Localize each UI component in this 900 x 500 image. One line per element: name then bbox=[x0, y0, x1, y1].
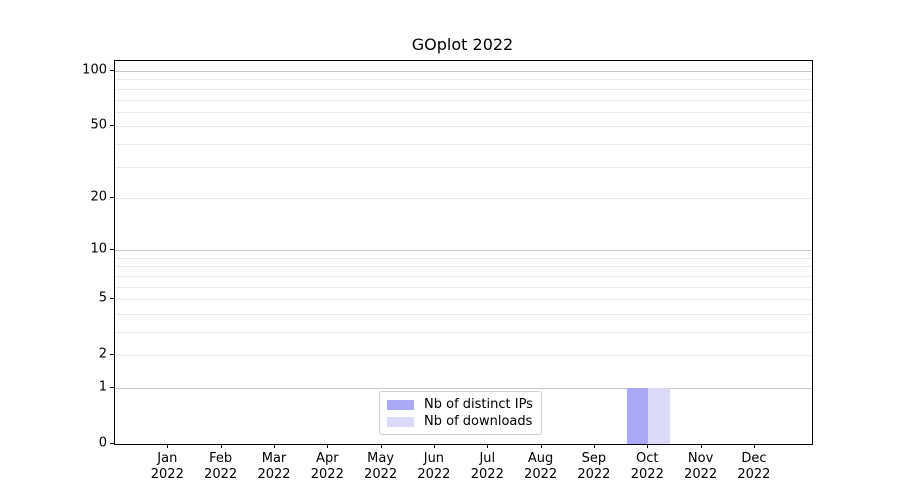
x-axis-tick-label: Jul 2022 bbox=[455, 451, 519, 483]
x-tick-label-year: 2022 bbox=[737, 467, 771, 482]
y-axis-tick-label: 0 bbox=[98, 435, 107, 451]
x-tick-label-year: 2022 bbox=[204, 467, 238, 482]
y-tick bbox=[110, 125, 114, 127]
x-axis-tick-label: Apr 2022 bbox=[295, 451, 359, 483]
x-tick-label-month: Aug bbox=[527, 451, 554, 466]
x-tick-label-month: Oct bbox=[636, 451, 659, 466]
x-tick bbox=[433, 444, 435, 448]
y-tick bbox=[110, 249, 114, 251]
y-axis-tick-label: 2 bbox=[98, 346, 107, 362]
y-gridline-minor bbox=[115, 355, 812, 357]
y-gridline-minor bbox=[115, 332, 812, 333]
legend-swatch-distinct-ips bbox=[387, 399, 414, 410]
y-gridline-minor bbox=[115, 197, 812, 199]
y-gridline-minor bbox=[115, 313, 812, 315]
y-axis-tick-label: 20 bbox=[90, 189, 107, 205]
y-axis-tick-label: 1 bbox=[98, 379, 107, 395]
x-tick-label-year: 2022 bbox=[257, 467, 291, 482]
x-tick bbox=[220, 444, 222, 448]
y-axis-tick-label: 10 bbox=[90, 241, 107, 257]
y-gridline-minor bbox=[115, 286, 812, 288]
x-tick bbox=[167, 444, 169, 448]
x-tick bbox=[647, 444, 649, 448]
x-axis-tick-label: Feb 2022 bbox=[189, 451, 253, 483]
legend: Nb of distinct IPs Nb of downloads bbox=[379, 391, 542, 435]
y-gridline-minor bbox=[115, 257, 812, 259]
x-axis-tick-label: Sep 2022 bbox=[562, 451, 626, 483]
y-tick bbox=[110, 354, 114, 356]
x-tick-label-month: Feb bbox=[209, 451, 233, 466]
x-tick-label-month: Jul bbox=[479, 451, 496, 466]
x-tick-label-year: 2022 bbox=[364, 467, 398, 482]
x-tick-label-year: 2022 bbox=[310, 467, 344, 482]
x-tick-label-year: 2022 bbox=[524, 467, 558, 482]
x-tick-label-month: Dec bbox=[741, 451, 767, 466]
legend-swatch-downloads bbox=[387, 416, 414, 427]
x-tick-label-year: 2022 bbox=[150, 467, 184, 482]
x-tick-label-year: 2022 bbox=[470, 467, 504, 482]
x-axis-tick-label: Oct 2022 bbox=[615, 451, 679, 483]
x-tick bbox=[274, 444, 275, 448]
x-tick bbox=[593, 444, 595, 448]
x-tick-label-month: Mar bbox=[261, 451, 287, 466]
x-axis-tick-label: Dec 2022 bbox=[722, 451, 786, 483]
x-tick bbox=[540, 444, 542, 448]
y-axis-tick-label: 5 bbox=[98, 290, 107, 306]
x-tick bbox=[700, 444, 702, 448]
x-axis-tick-label: Jun 2022 bbox=[402, 451, 466, 483]
x-tick-label-month: Sep bbox=[581, 451, 607, 466]
bar bbox=[648, 388, 670, 444]
x-tick-label-month: Jun bbox=[423, 451, 445, 466]
x-tick bbox=[487, 444, 489, 448]
y-gridline-minor bbox=[115, 275, 812, 277]
y-gridline-minor bbox=[115, 299, 812, 301]
legend-label-downloads: Nb of downloads bbox=[424, 414, 533, 429]
x-tick-label-year: 2022 bbox=[577, 467, 611, 482]
y-tick bbox=[110, 70, 114, 71]
x-axis-tick-label: Jan 2022 bbox=[135, 451, 199, 483]
x-tick bbox=[753, 444, 755, 448]
y-tick bbox=[110, 298, 114, 300]
y-gridline-major bbox=[115, 71, 812, 72]
y-gridline-minor bbox=[115, 88, 812, 90]
y-gridline-major bbox=[115, 250, 812, 252]
y-gridline-minor bbox=[115, 143, 812, 145]
x-tick bbox=[327, 444, 329, 448]
y-axis-tick-label: 50 bbox=[90, 117, 107, 133]
x-tick-label-month: Jan bbox=[157, 451, 178, 466]
x-tick bbox=[380, 444, 382, 448]
legend-item-downloads: Nb of downloads bbox=[387, 413, 533, 430]
x-tick-label-year: 2022 bbox=[684, 467, 718, 482]
y-tick bbox=[110, 196, 114, 198]
legend-item-distinct-ips: Nb of distinct IPs bbox=[387, 396, 533, 413]
y-axis-tick-label: 100 bbox=[82, 62, 107, 78]
y-gridline-minor bbox=[115, 79, 812, 81]
y-gridline-major bbox=[115, 388, 812, 389]
x-axis-tick-label: Nov 2022 bbox=[669, 451, 733, 483]
bar bbox=[626, 388, 649, 444]
x-tick-label-month: Apr bbox=[316, 451, 339, 466]
x-tick-label-month: May bbox=[367, 451, 395, 466]
legend-label-distinct-ips: Nb of distinct IPs bbox=[424, 397, 533, 412]
x-axis-tick-label: May 2022 bbox=[349, 451, 413, 483]
y-gridline-minor bbox=[115, 166, 812, 168]
y-tick bbox=[110, 387, 114, 388]
y-tick bbox=[110, 443, 114, 444]
y-gridline-minor bbox=[115, 126, 812, 128]
x-tick-label-year: 2022 bbox=[630, 467, 664, 482]
y-gridline-minor bbox=[115, 266, 812, 268]
x-axis-tick-label: Aug 2022 bbox=[509, 451, 573, 483]
x-tick-label-year: 2022 bbox=[417, 467, 451, 482]
x-tick-label-month: Nov bbox=[687, 451, 714, 466]
y-gridline-minor bbox=[115, 99, 812, 101]
plot-area bbox=[114, 60, 813, 445]
y-gridline-minor bbox=[115, 111, 812, 113]
x-axis-tick-label: Mar 2022 bbox=[242, 451, 306, 483]
chart-title: GOplot 2022 bbox=[411, 35, 514, 54]
